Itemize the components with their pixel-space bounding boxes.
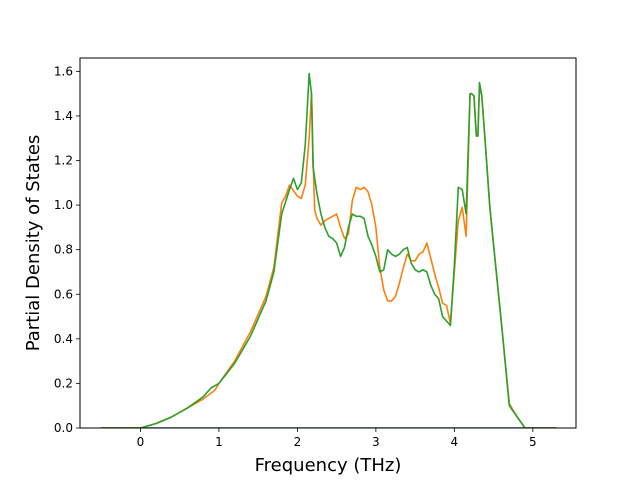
y-axis-label: Partial Density of States — [23, 135, 44, 352]
x-tick-label: 4 — [451, 435, 459, 449]
y-tick-label: 0.6 — [54, 287, 73, 301]
series-line-2 — [101, 86, 557, 428]
x-tick-label: 3 — [372, 435, 380, 449]
y-tick-label: 0.0 — [54, 421, 73, 435]
x-axis: 0 1 2 3 4 5 — [137, 428, 537, 449]
x-tick-label: 1 — [215, 435, 223, 449]
x-tick-label: 2 — [294, 435, 302, 449]
y-tick-label: 1.0 — [54, 198, 73, 212]
plot-lines — [101, 72, 557, 428]
y-tick-label: 1.6 — [54, 64, 73, 78]
y-tick-label: 0.4 — [54, 332, 73, 346]
x-axis-label: Frequency (THz) — [255, 455, 402, 476]
y-axis: 0.0 0.2 0.4 0.6 0.8 1.0 1.2 1.4 1.6 — [54, 64, 80, 435]
plot-frame — [79, 57, 577, 429]
x-tick-label: 5 — [529, 435, 537, 449]
x-tick-label: 0 — [137, 435, 145, 449]
series-line-3 — [101, 72, 557, 428]
y-tick-label: 0.2 — [54, 376, 73, 390]
y-tick-label: 0.8 — [54, 243, 73, 257]
y-tick-label: 1.2 — [54, 154, 73, 168]
y-tick-label: 1.4 — [54, 109, 73, 123]
